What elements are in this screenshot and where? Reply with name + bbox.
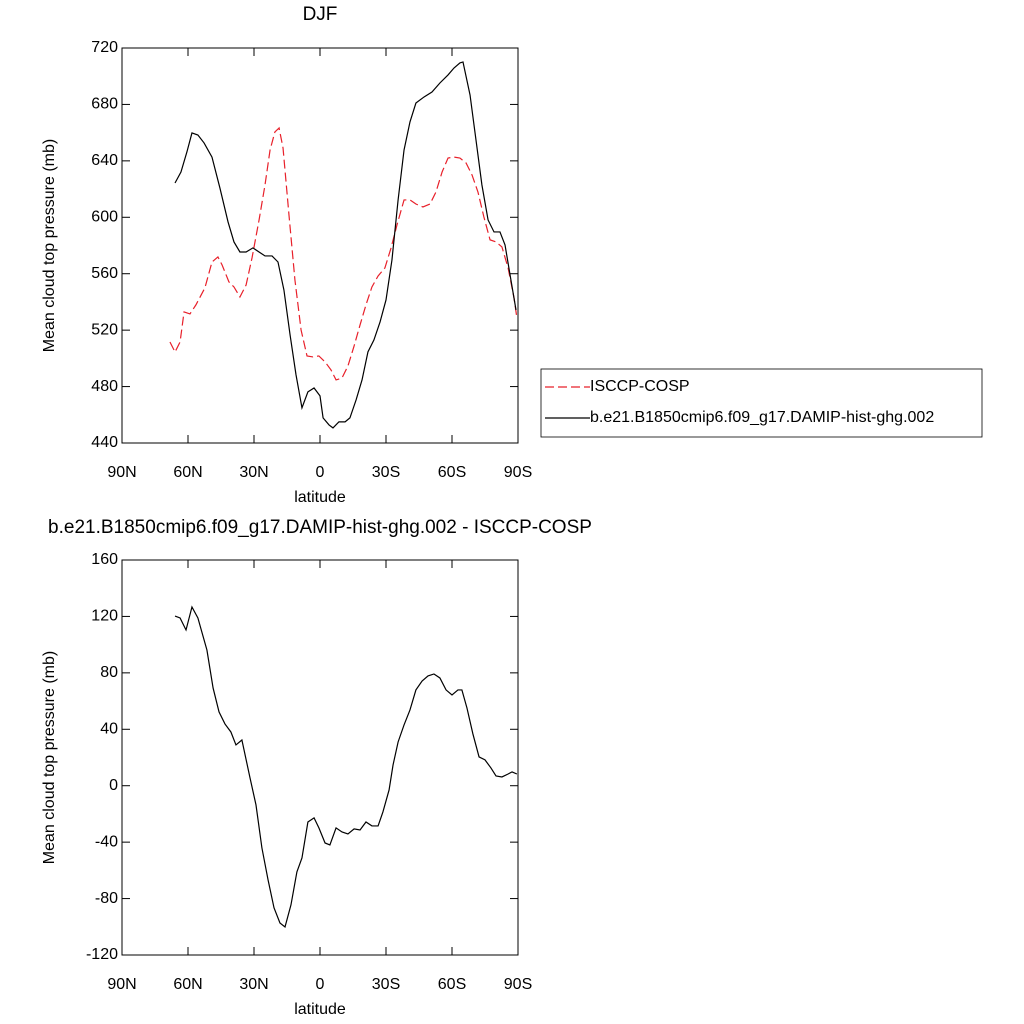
- y-tick-label: 80: [100, 664, 118, 681]
- y-tick-label: 520: [91, 321, 118, 338]
- y-tick-label: 600: [91, 209, 118, 226]
- x-axis-label: latitude: [294, 489, 346, 506]
- x-tick-label: 90S: [504, 464, 532, 481]
- y-tick-label: 440: [91, 434, 118, 451]
- data-line: [169, 126, 518, 381]
- x-tick-label: 90N: [107, 976, 136, 993]
- y-tick-label: 160: [91, 551, 118, 568]
- x-tick-label: 0: [316, 976, 325, 993]
- x-tick-label: 30N: [239, 976, 268, 993]
- y-tick-label: 680: [91, 96, 118, 113]
- y-axis-label: Mean cloud top pressure (mb): [41, 651, 58, 864]
- x-tick-label: 0: [316, 464, 325, 481]
- y-tick-label: 480: [91, 378, 118, 395]
- x-tick-label: 90N: [107, 464, 136, 481]
- y-tick-label: -80: [95, 890, 118, 907]
- y-tick-label: 0: [109, 777, 118, 794]
- y-tick-label: -40: [95, 833, 118, 850]
- x-tick-label: 30S: [372, 464, 400, 481]
- y-tick-label: 720: [91, 39, 118, 56]
- legend-box: [540, 368, 983, 438]
- chart-title: b.e21.B1850cmip6.f09_g17.DAMIP-hist-ghg.…: [48, 517, 592, 538]
- x-tick-label: 90S: [504, 976, 532, 993]
- x-tick-label: 60N: [173, 976, 202, 993]
- data-line: [174, 605, 518, 928]
- y-tick-label: 40: [100, 721, 118, 738]
- x-tick-label: 30N: [239, 464, 268, 481]
- legend-label: b.e21.B1850cmip6.f09_g17.DAMIP-hist-ghg.…: [590, 409, 934, 426]
- x-tick-label: 30S: [372, 976, 400, 993]
- legend-label: ISCCP-COSP: [590, 378, 690, 395]
- x-tick-label: 60S: [438, 976, 466, 993]
- x-axis-label: latitude: [294, 1001, 346, 1018]
- data-line: [174, 61, 517, 429]
- y-tick-label: 560: [91, 265, 118, 282]
- plot-frame: [121, 559, 519, 956]
- y-tick-label: 640: [91, 152, 118, 169]
- chart-title: DJF: [303, 4, 338, 25]
- y-tick-label: 120: [91, 608, 118, 625]
- x-tick-label: 60S: [438, 464, 466, 481]
- plot-frame: [121, 47, 519, 444]
- x-tick-label: 60N: [173, 464, 202, 481]
- y-axis-label: Mean cloud top pressure (mb): [41, 139, 58, 352]
- y-tick-label: -120: [86, 946, 118, 963]
